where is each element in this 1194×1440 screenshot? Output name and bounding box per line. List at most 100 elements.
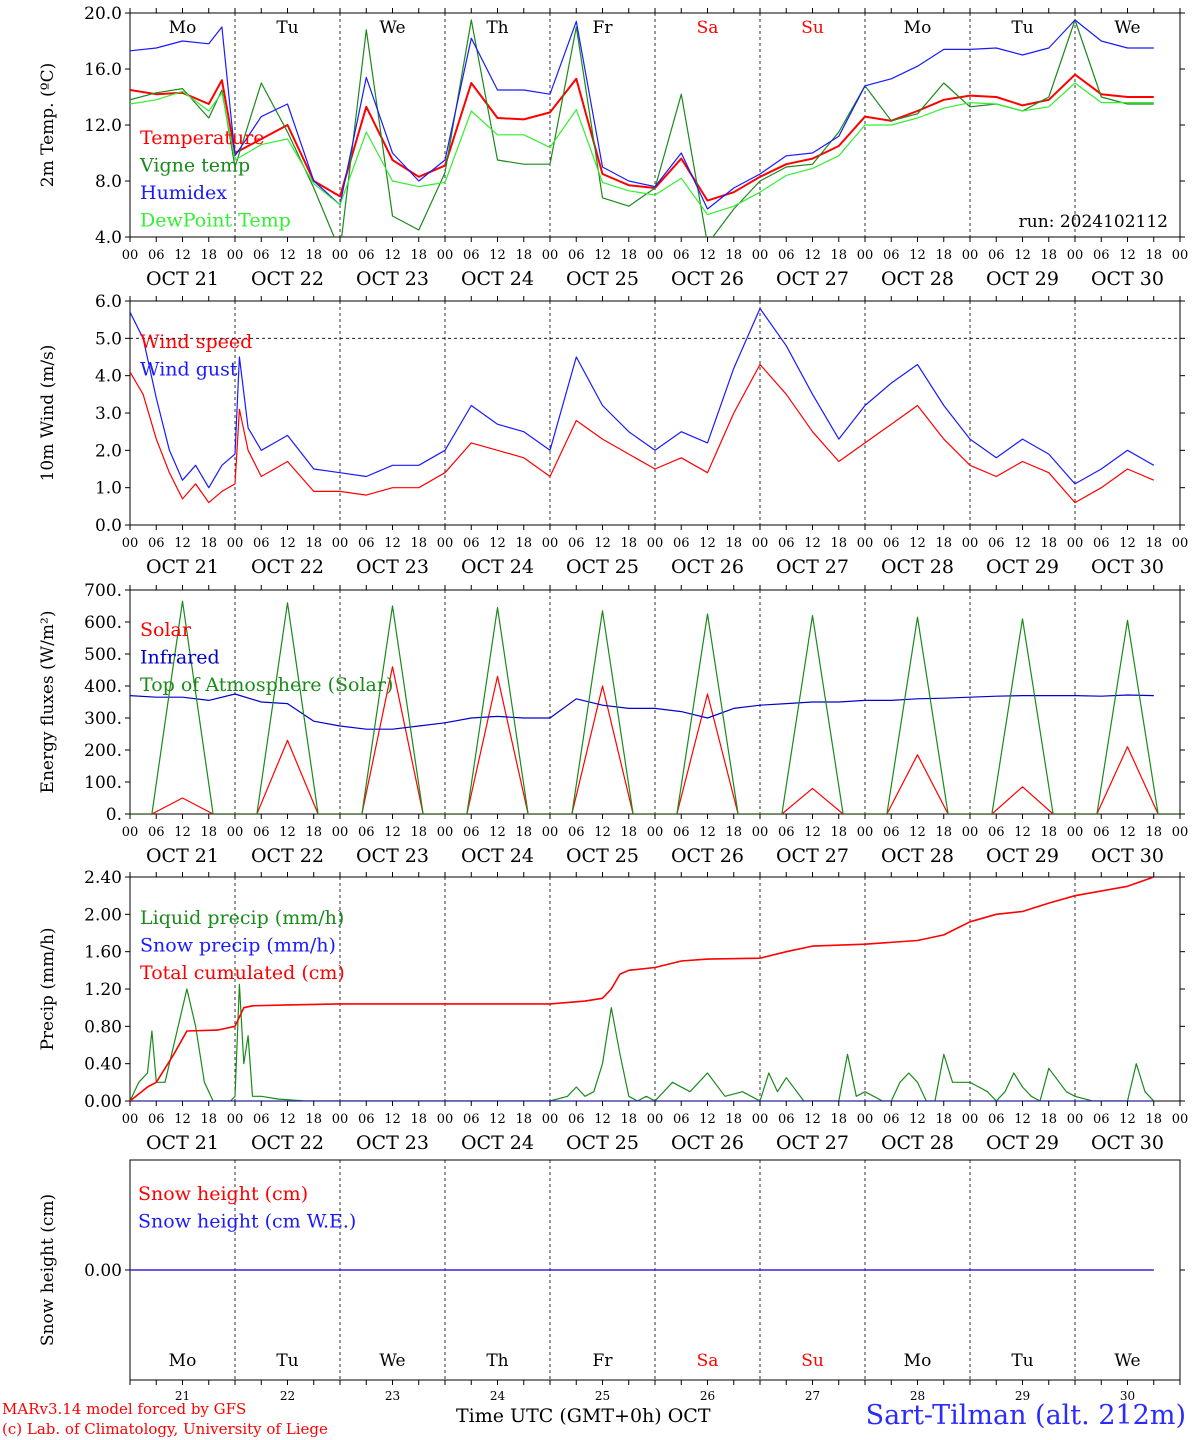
legend-entry: Snow height (cm) xyxy=(138,1183,308,1205)
date-label: OCT 22 xyxy=(251,556,324,578)
hour-tick-label: 12 xyxy=(279,1112,296,1127)
date-label: OCT 29 xyxy=(986,556,1059,578)
hour-tick-label: 12 xyxy=(594,248,611,263)
hour-tick-label: 12 xyxy=(279,248,296,263)
y-tick-label: 0.80 xyxy=(84,1017,122,1037)
date-label: OCT 21 xyxy=(146,845,219,867)
day-number-label: 30 xyxy=(1120,1389,1135,1403)
y-axis-label: Precip (mm/h) xyxy=(38,927,58,1050)
hour-tick-label: 00 xyxy=(227,1112,244,1127)
hour-tick-label: 18 xyxy=(305,1112,322,1127)
series-line-wind-gust xyxy=(130,307,1155,489)
hour-tick-label: 06 xyxy=(148,536,165,551)
hour-tick-label: 00 xyxy=(647,248,664,263)
date-label: OCT 28 xyxy=(881,556,954,578)
y-tick-label: 4.0 xyxy=(95,367,122,387)
y-tick-label: 100. xyxy=(84,773,122,793)
hour-tick-label: 06 xyxy=(988,1112,1005,1127)
hour-tick-label: 18 xyxy=(1145,1112,1162,1127)
hour-tick-label: 18 xyxy=(410,536,427,551)
hour-tick-label: 00 xyxy=(332,536,349,551)
date-label: OCT 30 xyxy=(1091,556,1164,578)
legend-entry: Wind speed xyxy=(140,331,252,353)
hour-tick-label: 18 xyxy=(515,1112,532,1127)
hour-tick-label: 06 xyxy=(568,1112,585,1127)
hour-tick-label: 06 xyxy=(778,248,795,263)
legend-entry: Wind gust xyxy=(140,359,238,381)
hour-tick-label: 06 xyxy=(568,825,585,840)
date-label: OCT 24 xyxy=(461,268,534,290)
date-label: OCT 23 xyxy=(356,845,429,867)
y-tick-label: 5.0 xyxy=(95,329,122,349)
x-axis-title: Time UTC (GMT+0h) OCT xyxy=(456,1405,711,1427)
hour-tick-label: 12 xyxy=(804,1112,821,1127)
legend-entry: Vigne temp xyxy=(139,155,250,177)
hour-tick-label: 06 xyxy=(778,1112,795,1127)
hour-tick-label: 12 xyxy=(489,248,506,263)
day-name-label: Fr xyxy=(593,18,614,38)
date-label: OCT 24 xyxy=(461,845,534,867)
hour-tick-label: 00 xyxy=(332,825,349,840)
hour-tick-label: 18 xyxy=(830,248,847,263)
hour-tick-label: 00 xyxy=(752,248,769,263)
hour-tick-label: 12 xyxy=(1119,536,1136,551)
hour-tick-label: 06 xyxy=(463,1112,480,1127)
series-line-dewpoint-temp xyxy=(130,82,1154,216)
hour-tick-label: 12 xyxy=(804,825,821,840)
hour-tick-label: 06 xyxy=(1093,1112,1110,1127)
hour-tick-label: 18 xyxy=(200,1112,217,1127)
hour-tick-label: 12 xyxy=(384,248,401,263)
day-number-label: 24 xyxy=(490,1389,506,1403)
hour-tick-label: 12 xyxy=(174,536,191,551)
day-number-label: 29 xyxy=(1015,1389,1030,1403)
hour-tick-label: 12 xyxy=(279,825,296,840)
hour-tick-label: 12 xyxy=(1014,1112,1031,1127)
day-name-label: Sa xyxy=(697,18,719,38)
hour-tick-label: 06 xyxy=(253,248,270,263)
y-tick-label: 1.20 xyxy=(84,980,122,1000)
lab-credit: (c) Lab. of Climatology, University of L… xyxy=(2,1420,328,1438)
y-tick-label: 2.00 xyxy=(84,905,122,925)
hour-tick-label: 00 xyxy=(227,248,244,263)
y-tick-label: 2.40 xyxy=(84,868,122,888)
date-label: OCT 24 xyxy=(461,1132,534,1154)
hour-tick-label: 06 xyxy=(1093,825,1110,840)
y-tick-label: 4.0 xyxy=(95,228,122,248)
date-label: OCT 23 xyxy=(356,268,429,290)
hour-tick-label: 00 xyxy=(1067,248,1084,263)
y-tick-label: 16.0 xyxy=(84,60,122,80)
hour-tick-label: 06 xyxy=(1093,248,1110,263)
date-label: OCT 27 xyxy=(776,845,849,867)
hour-tick-label: 18 xyxy=(200,248,217,263)
hour-tick-label: 18 xyxy=(725,536,742,551)
date-label: OCT 21 xyxy=(146,268,219,290)
hour-tick-label: 00 xyxy=(752,536,769,551)
hour-tick-label: 06 xyxy=(673,536,690,551)
day-number-label: 26 xyxy=(700,1389,715,1403)
date-label: OCT 26 xyxy=(671,1132,744,1154)
hour-tick-label: 06 xyxy=(988,536,1005,551)
hour-tick-label: 00 xyxy=(1172,536,1189,551)
hour-tick-label: 00 xyxy=(542,248,559,263)
date-label: OCT 27 xyxy=(776,1132,849,1154)
hour-tick-label: 06 xyxy=(883,825,900,840)
hour-tick-label: 00 xyxy=(857,248,874,263)
y-tick-label: 300. xyxy=(84,709,122,729)
day-name-label: Mo xyxy=(169,1351,197,1371)
date-label: OCT 28 xyxy=(881,1132,954,1154)
day-name-label: Tu xyxy=(276,1351,298,1371)
hour-tick-label: 18 xyxy=(935,248,952,263)
hour-tick-label: 00 xyxy=(752,825,769,840)
hour-tick-label: 00 xyxy=(227,825,244,840)
series-line-liquid-precip-mm-h- xyxy=(130,983,1155,1101)
hour-tick-label: 00 xyxy=(437,536,454,551)
date-label: OCT 23 xyxy=(356,1132,429,1154)
hour-tick-label: 00 xyxy=(1172,1112,1189,1127)
day-name-label: Tu xyxy=(1011,18,1033,38)
hour-tick-label: 12 xyxy=(909,536,926,551)
hour-tick-label: 18 xyxy=(935,825,952,840)
hour-tick-label: 12 xyxy=(384,825,401,840)
legend-entry: Infrared xyxy=(140,647,220,669)
date-label: OCT 29 xyxy=(986,1132,1059,1154)
